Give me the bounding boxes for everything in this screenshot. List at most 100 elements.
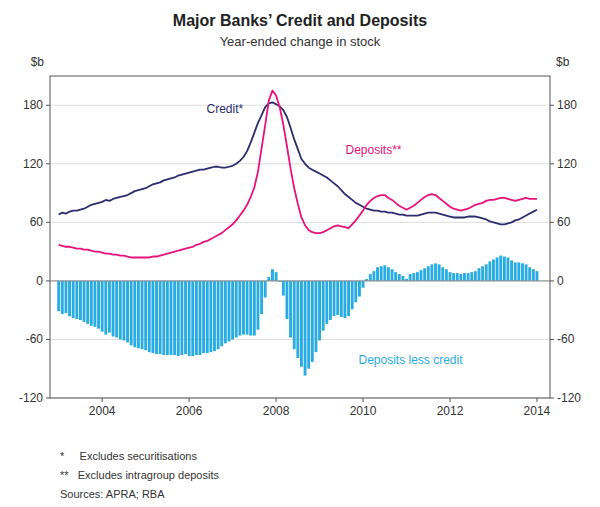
grid (50, 105, 550, 398)
bar (101, 281, 104, 332)
bar (499, 256, 502, 281)
bar (409, 274, 412, 281)
bar (300, 281, 303, 367)
bar (151, 281, 154, 353)
bar (199, 281, 202, 355)
bar (260, 281, 263, 314)
bar (372, 271, 375, 281)
bar (202, 281, 205, 353)
x-tick-label: 2008 (263, 404, 290, 418)
bar (286, 281, 289, 319)
bar (438, 264, 441, 281)
bar (315, 281, 318, 352)
bar (507, 257, 510, 280)
chart: Major Banks’ Credit and DepositsYear-end… (0, 0, 600, 507)
bar (75, 281, 78, 319)
bar (427, 266, 430, 281)
bar (61, 281, 64, 314)
bar (351, 281, 354, 309)
x-tick-label: 2004 (89, 404, 116, 418)
bar (253, 281, 256, 336)
y2-tick (550, 222, 554, 223)
x-tick-label: 2012 (437, 404, 464, 418)
bar (398, 274, 401, 281)
bar (206, 281, 209, 353)
bar (492, 259, 495, 280)
bar (97, 281, 100, 329)
bar (191, 281, 194, 356)
bar-series (57, 256, 538, 376)
bar (180, 281, 183, 355)
bar (148, 281, 151, 352)
bar (485, 264, 488, 281)
bar (104, 281, 107, 335)
footnote: ** Excludes intragroup deposits (60, 469, 219, 481)
bar (86, 281, 89, 324)
x-tick-label: 2010 (350, 404, 377, 418)
y2-tick (550, 398, 554, 399)
bar (130, 281, 133, 345)
bar (195, 281, 198, 355)
bar (452, 273, 455, 281)
grid-line (50, 105, 550, 106)
y-tick-label: 60 (30, 215, 44, 229)
title: Major Banks’ Credit and Deposits (173, 12, 427, 29)
bar (362, 281, 365, 288)
bar (217, 281, 220, 349)
bar (267, 277, 270, 281)
y-tick (46, 398, 50, 399)
bar (430, 264, 433, 281)
bar (79, 281, 82, 320)
bar (412, 273, 415, 281)
x-tick (536, 398, 537, 402)
bar (257, 281, 260, 330)
bar (420, 270, 423, 281)
bar (329, 281, 332, 320)
bar (83, 281, 86, 322)
line (59, 91, 537, 258)
y-tick-label: 180 (23, 98, 43, 112)
y-tick (46, 105, 50, 106)
axes: -120-60060120180-120-6006012018020042006… (19, 76, 581, 418)
bar (532, 269, 535, 281)
zero-line (50, 280, 550, 281)
bar (401, 276, 404, 281)
bar (383, 265, 386, 281)
footnote: Sources: APRA; RBA (60, 488, 165, 500)
bar (242, 281, 245, 335)
bar (434, 263, 437, 281)
y-tick (46, 339, 50, 340)
y-axis-label: $b (31, 55, 45, 69)
y-tick-label: 120 (23, 157, 43, 171)
x-tick (450, 398, 451, 402)
bar (387, 267, 390, 281)
grid-line (50, 222, 550, 223)
grid-line (50, 163, 550, 164)
bar (481, 266, 484, 281)
bar (445, 269, 448, 281)
y-tick-label: 0 (36, 274, 43, 288)
y2-tick-label: 60 (557, 215, 571, 229)
x-tick-label: 2006 (176, 404, 203, 418)
y2-axis-label: $b (556, 55, 570, 69)
bar (336, 281, 339, 315)
bar (155, 281, 158, 354)
bar (65, 281, 68, 313)
bar (304, 281, 307, 376)
bar (333, 281, 336, 316)
bar (296, 281, 299, 358)
bar (496, 257, 499, 280)
bar (177, 281, 180, 356)
y2-tick-label: 180 (557, 98, 577, 112)
bar (68, 281, 71, 316)
bar (115, 281, 118, 338)
bar (536, 271, 539, 281)
plot-frame (50, 76, 550, 398)
bar (441, 267, 444, 281)
bar (343, 281, 346, 318)
bar (394, 272, 397, 281)
bar (293, 281, 296, 349)
y2-tick-label: -120 (557, 391, 581, 405)
x-tick (276, 398, 277, 402)
y2-tick (550, 339, 554, 340)
